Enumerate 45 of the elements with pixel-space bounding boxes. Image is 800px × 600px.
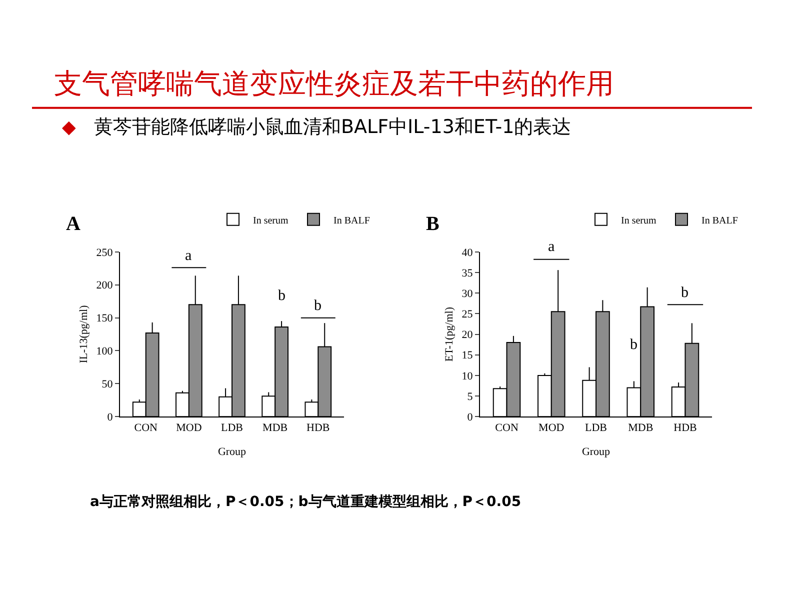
y-axis-title: ET-1(pg/ml) bbox=[443, 306, 456, 362]
y-tick-label: 50 bbox=[102, 378, 114, 391]
x-tick-label: CON bbox=[495, 422, 518, 434]
x-tick-label: MDB bbox=[628, 422, 654, 434]
y-tick-label: 20 bbox=[462, 329, 474, 342]
y-tick-label: 0 bbox=[107, 411, 114, 424]
x-tick-label: HDB bbox=[306, 422, 330, 434]
text: ◆ bbox=[62, 117, 76, 138]
y-tick-label: 150 bbox=[96, 312, 114, 325]
annotation: b bbox=[278, 288, 286, 304]
legend-label: In serum bbox=[253, 215, 288, 226]
y-tick-label: 250 bbox=[96, 246, 114, 259]
chart-subtitle: 黄芩苷能降低哮喘小鼠血清和BALF中IL-13和ET-1的表达 bbox=[94, 116, 572, 138]
text: a与正常对照组相比，P＜0.05；b与气道重建模型组相比，P＜0.05 bbox=[90, 494, 522, 510]
y-tick-label: 30 bbox=[462, 288, 474, 300]
x-axis-title: Group bbox=[582, 446, 611, 458]
text: B bbox=[426, 213, 440, 235]
text: A bbox=[66, 213, 81, 235]
y-tick-label: 100 bbox=[96, 346, 114, 358]
x-tick-label: MOD bbox=[176, 422, 202, 434]
y-axis-title: IL-13(pg/ml) bbox=[78, 304, 90, 364]
x-tick-label: LDB bbox=[221, 422, 243, 434]
y-tick-label: 5 bbox=[467, 390, 474, 403]
y-tick-label: 200 bbox=[96, 280, 114, 292]
y-tick-label: 25 bbox=[462, 308, 474, 321]
y-tick-label: 15 bbox=[462, 350, 474, 362]
y-tick-label: 40 bbox=[462, 246, 474, 259]
annotation: a bbox=[185, 248, 192, 264]
annotation: b bbox=[681, 285, 688, 301]
x-tick-label: MDB bbox=[262, 422, 288, 434]
chart-title: 支气管哮喘气道变应性炎症及若干中药的作用 bbox=[54, 67, 614, 100]
x-axis-title: Group bbox=[218, 446, 247, 458]
legend-label: In serum bbox=[621, 215, 656, 226]
annotation: a bbox=[548, 239, 555, 255]
x-tick-label: CON bbox=[134, 422, 158, 434]
x-tick-label: HDB bbox=[674, 422, 697, 434]
legend-label: In BALF bbox=[333, 215, 370, 226]
x-tick-label: MOD bbox=[538, 422, 564, 434]
annotation: b bbox=[630, 337, 638, 353]
y-tick-label: 10 bbox=[462, 370, 474, 382]
y-tick-label: 35 bbox=[462, 267, 474, 280]
annotation: b bbox=[314, 298, 322, 314]
x-tick-label: LDB bbox=[585, 422, 607, 434]
legend-label: In BALF bbox=[701, 215, 738, 226]
y-tick-label: 0 bbox=[467, 411, 474, 424]
